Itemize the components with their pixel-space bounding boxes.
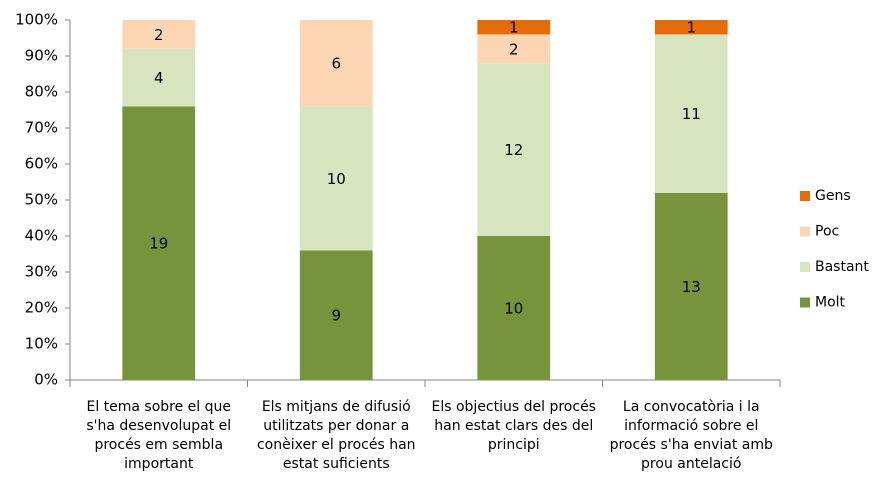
- y-tick-label: 70%: [25, 119, 58, 137]
- y-tick-label: 20%: [25, 299, 58, 317]
- bar-segment: [122, 48, 196, 107]
- legend-label: Gens: [815, 188, 851, 204]
- data-label: 10: [327, 170, 346, 188]
- legend-swatch: [800, 262, 810, 272]
- data-label: 1: [686, 19, 696, 37]
- legend-label: Poc: [815, 224, 839, 240]
- y-tick-label: 50%: [25, 191, 58, 209]
- x-tick-label: La convocatòria i la informació sobre el…: [609, 399, 773, 472]
- bar-segment: [654, 20, 728, 35]
- y-tick-label: 40%: [25, 227, 58, 245]
- legend-label: Molt: [815, 295, 846, 311]
- x-tick-label: Els objectius del procés han estat clars…: [431, 399, 596, 453]
- y-tick-label: 30%: [25, 263, 58, 281]
- legend-swatch: [800, 226, 810, 237]
- bar-segment: [299, 106, 373, 251]
- data-label: 2: [509, 40, 519, 58]
- legend-swatch: [800, 297, 810, 308]
- bar-segment: [122, 106, 196, 381]
- data-label: 11: [682, 105, 701, 123]
- y-tick-label: 100%: [15, 11, 58, 29]
- x-tick-label: El tema sobre el que s'ha desenvolupat e…: [86, 399, 232, 472]
- legend-label: Bastant: [815, 259, 869, 275]
- bar-segment: [477, 236, 551, 380]
- data-label: 6: [331, 55, 341, 73]
- data-label: 19: [149, 235, 168, 253]
- data-label: 12: [504, 141, 523, 159]
- y-tick-label: 80%: [25, 83, 58, 101]
- bar-segment: [299, 250, 373, 380]
- data-label: 4: [154, 69, 164, 87]
- y-tick-label: 90%: [25, 47, 58, 65]
- y-tick-label: 60%: [25, 155, 58, 173]
- legend-swatch: [800, 191, 810, 201]
- data-label: 13: [682, 278, 701, 296]
- bar-segment: [654, 34, 728, 193]
- x-tick-label: Els mitjans de difusió utilitzats per do…: [256, 399, 416, 472]
- bar-segment: [477, 20, 551, 35]
- bar-segment: [477, 63, 551, 237]
- bar-segment: [477, 34, 551, 64]
- y-tick-label: 0%: [34, 371, 58, 389]
- bar-segment: [122, 20, 196, 49]
- data-label: 1: [509, 19, 519, 37]
- data-label: 10: [504, 300, 523, 318]
- bar-segment: [654, 192, 728, 380]
- bar-segment: [299, 20, 373, 107]
- y-tick-label: 10%: [25, 335, 58, 353]
- data-label: 2: [154, 26, 164, 44]
- data-label: 9: [331, 307, 341, 325]
